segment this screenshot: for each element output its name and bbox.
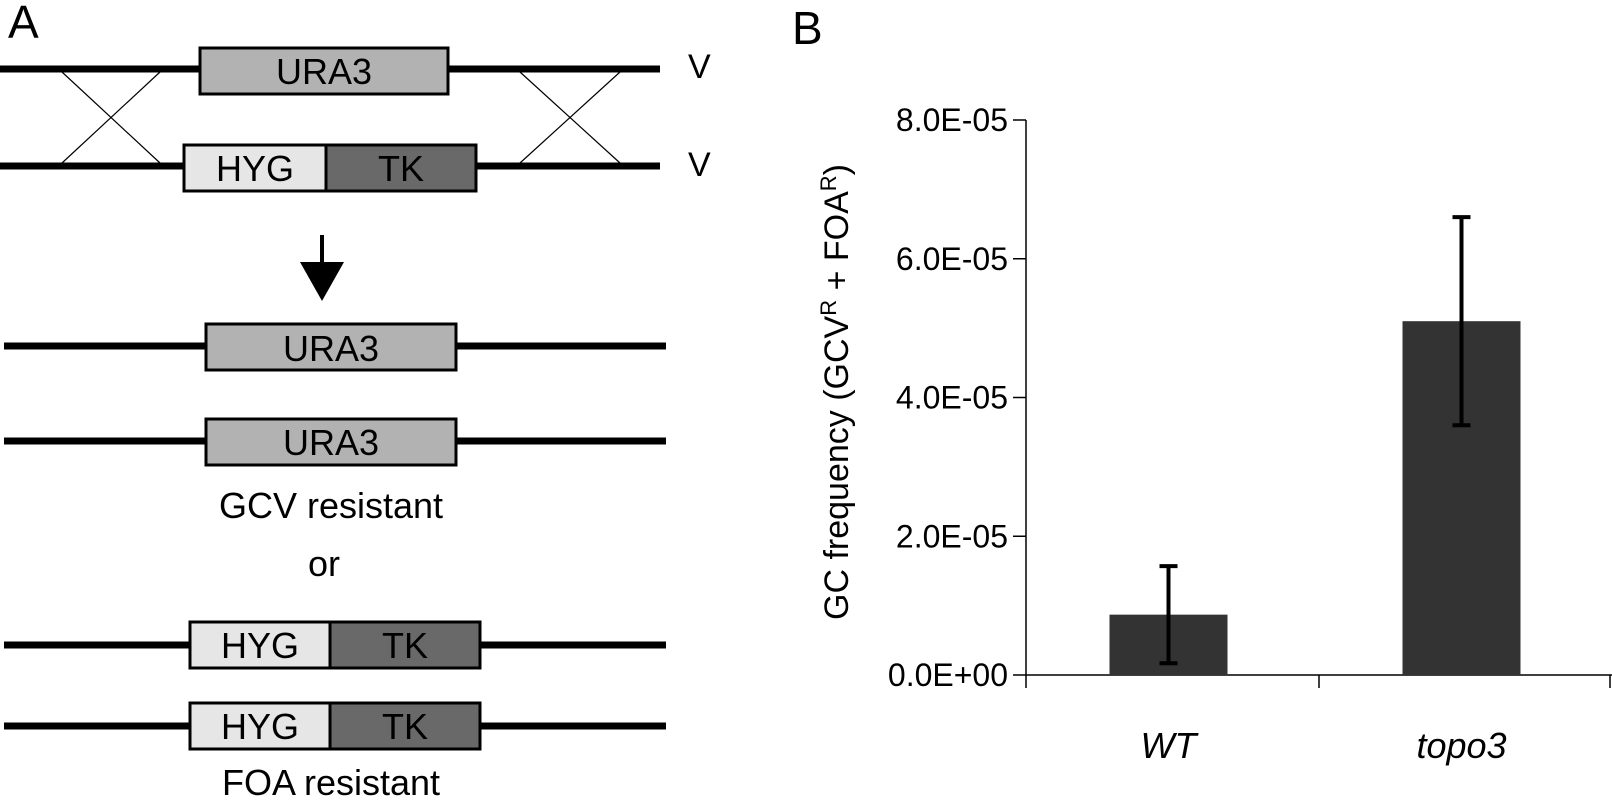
y-axis-title: GC frequency (GCVR + FOAR) [816,164,856,620]
x-tick-label: WT [1141,725,1200,766]
upper-chromosome: URA3 V [0,46,711,96]
panel-b-letter: B [792,2,823,54]
panel-a-letter: A [8,0,39,48]
foa-outcome-1: HYG TK [4,620,666,670]
ura3-label: URA3 [283,422,379,463]
tk-box [328,701,482,751]
error-bar-topo3 [1452,215,1471,428]
hyg-label: HYG [221,706,299,747]
ura3-label: URA3 [283,328,379,369]
down-arrow-icon [300,235,344,301]
v-label-lower: V [688,146,711,184]
tk-box [324,143,478,193]
hyg-box [182,143,328,193]
v-label-upper: V [688,48,711,86]
y-tick-label: 4.0E-05 [896,380,1008,416]
foa-outcome-2: HYG TK [4,701,666,751]
error-bar-wt [1159,564,1178,666]
ura3-box [204,417,458,467]
tk-label: TK [382,625,428,666]
tk-label: TK [382,706,428,747]
x-tick-label: topo3 [1416,725,1506,766]
crossover-marks [61,71,621,164]
ura3-box [198,46,450,96]
tk-box [328,620,482,670]
gcv-outcome-2: URA3 [4,417,666,467]
hyg-box [188,701,332,751]
bars [1109,321,1521,675]
y-ticks: 0.0E+00 2.0E-05 4.0E-05 6.0E-05 8.0E-05 [888,102,1026,693]
hyg-label: HYG [221,625,299,666]
y-tick-label: 8.0E-05 [896,102,1008,138]
hyg-label: HYG [216,148,294,189]
or-caption: or [308,543,340,584]
ura3-box [204,322,458,372]
bar-chart: 0.0E+00 2.0E-05 4.0E-05 6.0E-05 8.0E-05 WT to… [816,102,1612,766]
gcv-outcome-1: URA3 [4,322,666,372]
y-tick-label: 2.0E-05 [896,518,1008,554]
ura3-label: URA3 [276,51,372,92]
y-tick-label: 0.0E+00 [888,657,1008,693]
error-bars [1159,215,1471,666]
x-tick-labels: WT topo3 [1141,725,1507,766]
foa-resistant-caption: FOA resistant [222,762,440,800]
tk-label: TK [378,148,424,189]
y-tick-label: 6.0E-05 [896,241,1008,277]
lower-chromosome: HYG TK V [0,143,711,193]
gcv-resistant-caption: GCV resistant [219,485,443,526]
hyg-box [188,620,332,670]
